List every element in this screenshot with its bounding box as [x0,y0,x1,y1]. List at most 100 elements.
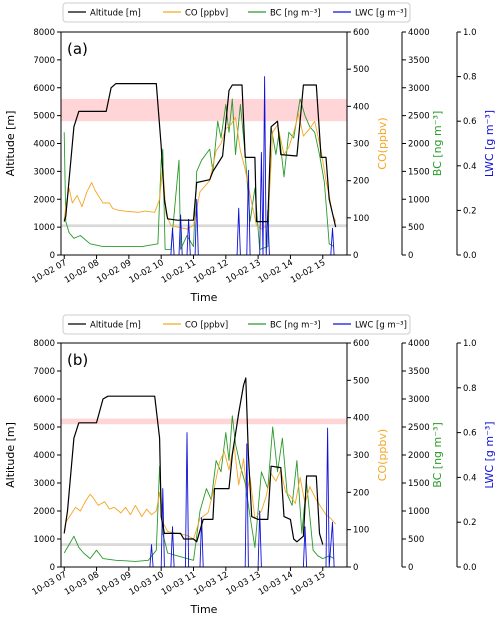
axis-co: 0 100 200 300 400 500 600 CO(ppbv) [346,339,389,573]
series-altitude-line [63,377,324,545]
x-tick-label: 10-02 12 [192,258,230,286]
y-tick-label-altitude: 0 [50,251,55,261]
y-tick-label-co: 400 [353,102,369,112]
x-tick-label: 10-03 12 [192,570,230,598]
y-tick-label-lwc: 1.0 [463,339,477,349]
x-tick-label: 10-02 15 [289,258,327,286]
panel-a: Altitude [m] CO [ppbv] BC [ng m⁻³] LWC [g m… [4,2,496,304]
y-tick-label-lwc: 0.4 [463,473,477,483]
y-tick-label-lwc: 0.2 [463,518,477,528]
legend-entry: LWC [g m⁻³] [355,321,407,331]
y-tick-label-bc: 2500 [408,423,430,433]
pink-band [61,418,347,425]
series-altitude-line [63,83,337,228]
y-tick-label-altitude: 3000 [33,479,55,489]
grey-band [61,543,347,546]
series-co-line [63,113,337,230]
y-tick-label-co: 0 [353,251,358,261]
series-bc-line [63,98,335,250]
y-tick-label-bc: 500 [408,223,424,233]
legend-entry: BC [ng m⁻³] [270,321,321,331]
x-tick-label: 10-03 07 [31,570,69,598]
y-tick-label-bc: 3500 [408,367,430,377]
y-tick-label-bc: 2000 [408,451,430,461]
y-tick-label-altitude: 7000 [33,56,55,66]
y-axis-label-co: CO(ppbv) [376,117,389,169]
y-tick-label-bc: 3500 [408,56,430,66]
pink-band [61,98,347,122]
y-tick-label-co: 100 [353,214,369,224]
y-tick-label-lwc: 0.2 [463,206,477,216]
x-tick-label: 10-02 14 [257,258,295,286]
y-tick-label-lwc: 0.8 [463,384,477,394]
y-tick-label-co: 500 [353,376,369,386]
y-tick-label-co: 600 [353,339,369,349]
legend-entry: CO [ppbv] [185,321,228,331]
legend-entry: CO [ppbv] [185,9,228,19]
y-tick-label-co: 300 [353,451,369,461]
y-tick-label-altitude: 6000 [33,395,55,405]
y-tick-label-lwc: 0.6 [463,429,477,439]
y-axis-label-altitude: Altitude [m] [4,111,17,177]
y-tick-label-altitude: 2000 [33,195,55,205]
y-tick-label-altitude: 6000 [33,84,55,94]
y-tick-label-lwc: 0.4 [463,162,477,172]
axis-bc: 0 500 1000 1500 2000 2500 3000 3500 4000 BC [ng m… [401,28,444,261]
y-tick-label-altitude: 7000 [33,367,55,377]
legend-box [62,2,411,23]
panel-label: (a) [67,40,88,58]
y-tick-label-lwc: 0.0 [463,251,477,261]
grey-band [61,224,347,228]
x-tick-label: 10-02 10 [128,258,166,286]
y-tick-label-co: 300 [353,140,369,150]
x-axis-label: Time [190,291,218,304]
axis-lwc: 0.0 0.2 0.4 0.6 0.8 1.0 LWC [g m⁻³] [456,28,496,261]
y-axis-label-altitude: Altitude [m] [4,422,17,488]
y-tick-label-lwc: 1.0 [463,28,477,38]
y-tick-label-co: 0 [353,563,358,573]
y-tick-label-altitude: 1000 [33,535,55,545]
y-tick-label-altitude: 0 [50,563,55,573]
x-tick-label: 10-03 14 [257,570,295,598]
y-tick-label-altitude: 2000 [33,507,55,517]
y-tick-label-bc: 1500 [408,167,430,177]
y-tick-label-altitude: 4000 [33,140,55,150]
panel-label: (b) [67,351,88,369]
y-tick-label-altitude: 1000 [33,223,55,233]
y-axis-label-lwc: LWC [g m⁻³] [483,421,496,488]
y-axis-label-co: CO(ppbv) [376,429,389,481]
y-tick-label-lwc: 0.6 [463,117,477,127]
y-tick-label-lwc: 0.0 [463,563,477,573]
x-tick-label: 10-03 10 [128,570,166,598]
y-tick-label-co: 400 [353,414,369,424]
y-tick-label-altitude: 4000 [33,451,55,461]
plot-frame [60,31,348,256]
y-tick-label-altitude: 5000 [33,112,55,122]
x-tick-label: 10-02 13 [225,258,263,286]
legend-entry: Altitude [m] [90,321,141,331]
y-tick-label-bc: 0 [408,251,413,261]
y-tick-label-altitude: 8000 [33,339,55,349]
y-axis-label-bc: BC [ng m⁻³] [431,111,444,177]
x-tick-label: 10-03 08 [63,570,101,598]
legend-box [62,314,411,335]
series-lwc-line [170,76,335,256]
series-co-line [63,443,337,540]
axis-co: 0 100 200 300 400 500 600 CO(ppbv) [346,28,389,261]
x-tick-label: 10-03 13 [225,570,263,598]
x-tick-label: 10-02 11 [160,258,198,286]
legend-entry: LWC [g m⁻³] [355,9,407,19]
axis-lwc: 0.0 0.2 0.4 0.6 0.8 1.0 LWC [g m⁻³] [456,339,496,573]
x-tick-label: 10-02 08 [63,258,101,286]
y-tick-label-bc: 4000 [408,28,430,38]
x-tick-label: 10-02 07 [31,258,69,286]
y-tick-label-co: 100 [353,526,369,536]
y-tick-label-bc: 4000 [408,339,430,349]
y-tick-label-bc: 1000 [408,507,430,517]
y-tick-label-altitude: 8000 [33,28,55,38]
x-tick-label: 10-03 09 [95,570,133,598]
y-tick-label-co: 200 [353,488,369,498]
legend-entry: Altitude [m] [90,9,141,19]
legend-entry: BC [ng m⁻³] [270,9,321,19]
